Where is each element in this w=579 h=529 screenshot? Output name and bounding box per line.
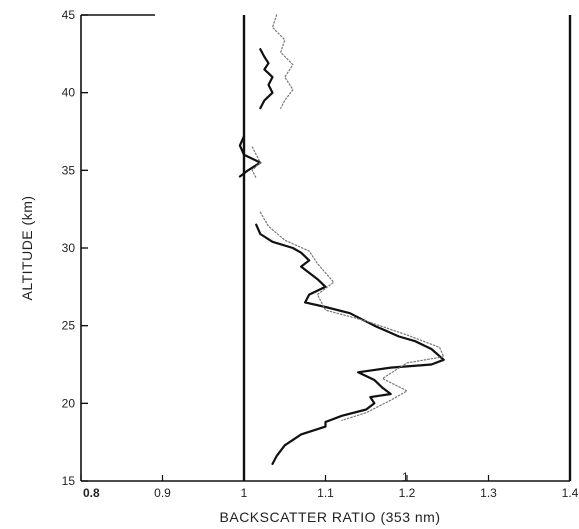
y-tick-label: 25	[62, 319, 76, 333]
x-tick-label: 1.1	[317, 486, 334, 500]
y-tick-label: 30	[62, 241, 76, 255]
dotted-profile-series	[251, 14, 445, 421]
series-layer	[238, 14, 445, 465]
profile-segment	[259, 48, 274, 110]
x-tick-label: 1.4	[562, 486, 579, 500]
y-tick-label: 45	[62, 8, 76, 22]
profile-segment	[238, 135, 262, 178]
corner-annotation: 1	[402, 470, 409, 484]
y-axis-title: ALTITUDE (km)	[19, 195, 35, 300]
x-tick-label: 1.2	[399, 486, 416, 500]
profile-segment	[255, 223, 445, 465]
profile-segment	[271, 14, 294, 109]
y-tick-label: 15	[62, 474, 76, 488]
solid-profile-series	[238, 48, 445, 465]
x-axis-title: BACKSCATTER RATIO (353 nm)	[220, 509, 441, 525]
profile-segment	[251, 146, 261, 179]
profile-segment	[259, 211, 445, 421]
y-tick-label: 20	[62, 396, 76, 410]
y-tick-label: 40	[62, 86, 76, 100]
x-tick-label: 0.8	[83, 486, 100, 500]
y-tick-label: 35	[62, 163, 76, 177]
plot-frame	[80, 14, 572, 482]
x-tick-label: 1	[241, 486, 248, 500]
x-tick-label: 0.9	[154, 486, 171, 500]
x-axis-ticks: 0.8 0.9 1 1.1 1.2 1.3 1.4	[80, 475, 579, 500]
y-axis-ticks: 15 20 25 30 35 40 45	[62, 8, 88, 488]
x-tick-label: 1.3	[480, 486, 497, 500]
